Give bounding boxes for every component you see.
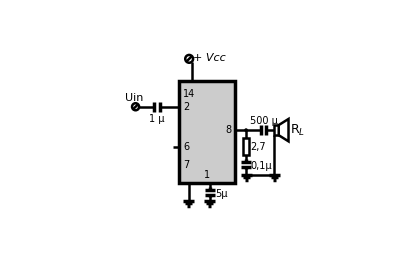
Bar [274, 125, 279, 135]
Circle shape [245, 129, 247, 131]
Text: 500 μ: 500 μ [250, 116, 278, 126]
Text: Uin: Uin [126, 93, 144, 103]
Text: R$_L$: R$_L$ [290, 123, 306, 138]
Text: 14: 14 [183, 89, 195, 99]
Text: 6: 6 [183, 142, 189, 152]
Text: 2: 2 [183, 102, 189, 112]
Text: 5μ: 5μ [216, 189, 228, 199]
Text: 8: 8 [225, 125, 231, 135]
Text: + Vcc: + Vcc [193, 53, 226, 63]
Text: 7: 7 [183, 160, 189, 170]
Text: 1 μ: 1 μ [149, 115, 165, 124]
Bar [178, 81, 235, 183]
Text: 2,7: 2,7 [250, 142, 266, 152]
Bar [243, 138, 249, 155]
Text: 1: 1 [204, 170, 210, 180]
Polygon shape [279, 119, 288, 141]
Text: 0,1μ: 0,1μ [250, 161, 272, 171]
